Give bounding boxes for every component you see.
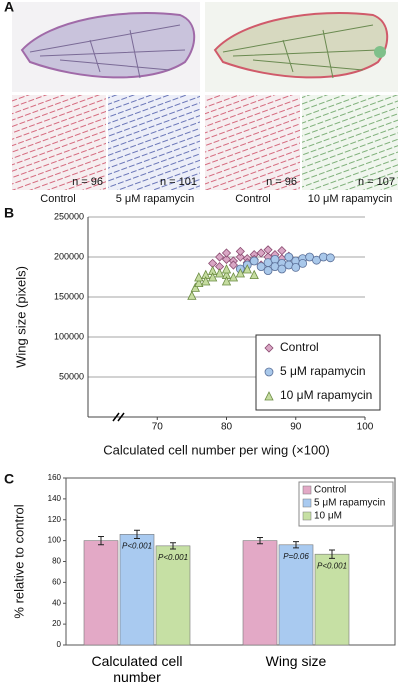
y-tick-label: 100000 xyxy=(54,331,84,341)
point xyxy=(235,268,245,278)
point xyxy=(298,258,308,268)
tile-caption: Control xyxy=(40,193,75,205)
tile-caption: Control xyxy=(235,193,270,205)
point xyxy=(228,272,239,282)
p-value: P=0.06 xyxy=(283,552,309,561)
y-tick-label: 40 xyxy=(52,598,61,607)
y-tick-label: 250000 xyxy=(54,211,84,221)
y-tick-label: 200000 xyxy=(54,251,84,261)
n-label: n = 96 xyxy=(266,176,297,188)
panel-a-images xyxy=(12,2,398,190)
error-bar xyxy=(293,541,299,549)
legend-box xyxy=(298,481,394,527)
error-bar xyxy=(98,535,104,546)
point xyxy=(228,260,238,270)
axis-break xyxy=(112,412,125,422)
y-tick-label: 50000 xyxy=(59,371,84,381)
legend-label: Control xyxy=(314,485,346,496)
y-axis-title: Wing size (pixels) xyxy=(13,266,28,368)
tile-caption: 5 μM rapamycin xyxy=(116,193,194,205)
y-axis-title: % relative to control xyxy=(11,504,26,618)
point xyxy=(291,262,301,272)
point xyxy=(221,276,232,286)
error-bar xyxy=(329,549,335,559)
error-bar xyxy=(134,529,140,540)
p-value: P<0.001 xyxy=(317,561,347,570)
point xyxy=(221,254,232,264)
point xyxy=(201,276,211,286)
point xyxy=(256,248,266,258)
x-tick-label: 80 xyxy=(221,422,233,433)
y-tick-label: 140 xyxy=(48,494,62,503)
panel-label: B xyxy=(4,205,14,221)
legend-label: 10 μM rapamycin xyxy=(280,388,372,402)
y-tick-label: 60 xyxy=(52,577,61,586)
y-tick-label: 20 xyxy=(52,619,61,628)
point xyxy=(187,290,197,300)
point xyxy=(277,264,287,274)
legend-swatch xyxy=(302,511,312,521)
legend-marker xyxy=(264,343,274,353)
legend-box xyxy=(255,334,381,411)
point xyxy=(194,272,204,282)
point xyxy=(214,268,225,278)
legend-label: 5 μM rapamycin xyxy=(280,364,366,378)
x-axis-title: Calculated cell number per wing (×100) xyxy=(103,442,330,457)
bar xyxy=(278,544,314,646)
error-bar xyxy=(170,542,176,550)
x-tick-label: 70 xyxy=(152,422,164,433)
legend-label: 10 μM xyxy=(314,511,342,522)
y-tick-label: 160 xyxy=(48,473,62,482)
y-tick-label: 0 xyxy=(57,640,62,649)
p-value: P<0.001 xyxy=(158,553,188,562)
point xyxy=(256,262,266,272)
tile-caption: 10 μM rapamycin xyxy=(308,193,393,205)
panel-label: A xyxy=(4,0,14,15)
y-tick-label: 100 xyxy=(48,536,62,545)
point xyxy=(221,264,232,274)
y-tick-label: 80 xyxy=(52,557,61,566)
point xyxy=(242,264,252,274)
n-label: n = 96 xyxy=(72,176,103,188)
legend-swatch xyxy=(302,485,312,495)
legend-marker xyxy=(264,391,274,401)
point xyxy=(235,252,245,262)
error-bar xyxy=(257,536,263,545)
n-label: n = 107 xyxy=(358,176,395,188)
point xyxy=(277,246,287,256)
x-tick-label: Calculated cell number xyxy=(91,653,183,685)
point xyxy=(215,252,225,262)
point xyxy=(263,245,273,255)
n-label: n = 101 xyxy=(160,176,197,188)
point xyxy=(249,256,259,266)
y-tick-label: 120 xyxy=(48,515,62,524)
bar xyxy=(314,553,350,646)
legend-label: 5 μM rapamycin xyxy=(314,498,385,509)
bar xyxy=(83,540,119,646)
bar xyxy=(119,534,155,646)
legend-label: Control xyxy=(280,340,319,354)
x-tick-label: 90 xyxy=(290,422,302,433)
point xyxy=(249,269,259,280)
x-tick-label: Wing size xyxy=(265,653,327,669)
p-value: P<0.001 xyxy=(122,541,152,550)
x-tick-label: 100 xyxy=(357,422,374,433)
point xyxy=(190,282,200,292)
y-tick-label: 150000 xyxy=(54,291,84,301)
point xyxy=(208,272,218,282)
bar xyxy=(242,540,278,646)
legend-marker xyxy=(264,367,274,377)
legend-swatch xyxy=(302,498,312,508)
panel-label: C xyxy=(4,471,14,487)
point xyxy=(235,246,245,256)
point xyxy=(221,248,232,258)
point xyxy=(325,253,335,263)
point xyxy=(194,277,204,288)
